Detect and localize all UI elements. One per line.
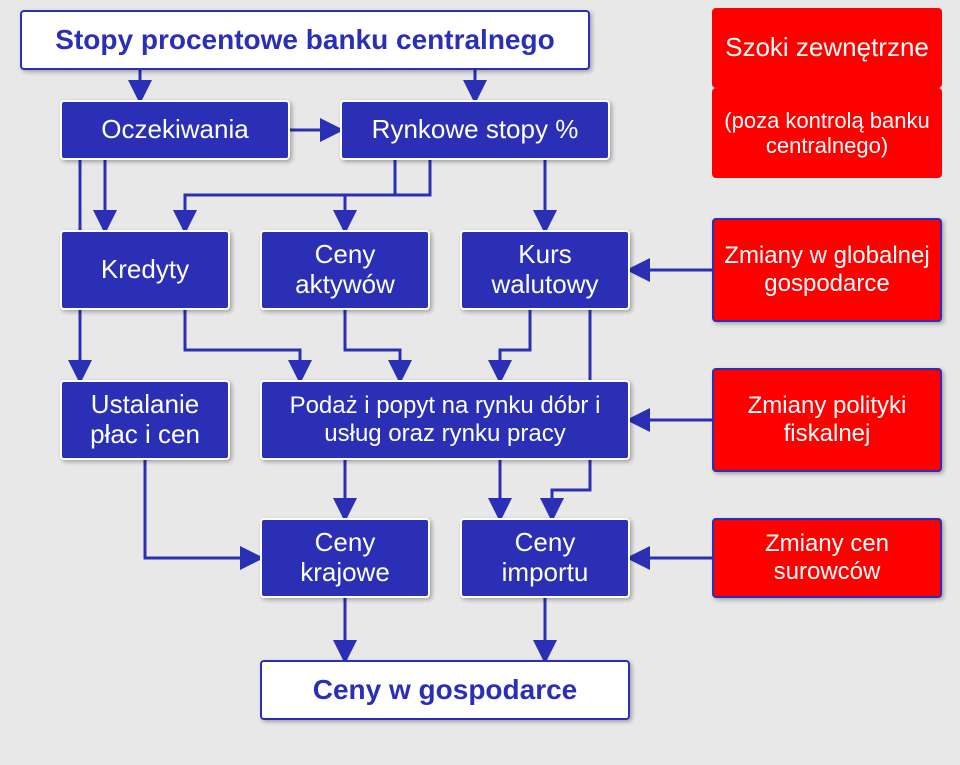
node-krajowe: Ceny krajowe [260, 518, 430, 598]
node-aktywow: Ceny aktywów [260, 230, 430, 310]
edge-ustalanie-krajowe [145, 460, 260, 558]
node-fiskalnej: Zmiany polityki fiskalnej [712, 368, 942, 472]
node-kurs: Kurs walutowy [460, 230, 630, 310]
edge-rynkowe-kredyty [185, 160, 395, 230]
node-globalnej: Zmiany w globalnej gospodarce [712, 218, 942, 322]
node-surowcow: Zmiany cen surowców [712, 518, 942, 598]
edge-kurs-podaz [500, 310, 530, 380]
node-podaz: Podaż i popyt na rynku dóbr i usług oraz… [260, 380, 630, 460]
node-ustalanie: Ustalanie płac i cen [60, 380, 230, 460]
node-gospodarce: Ceny w gospodarce [260, 660, 630, 720]
node-oczek: Oczekiwania [60, 100, 290, 160]
edge-kredyty-podaz [185, 310, 300, 380]
node-szoki-sub: (poza kontrolą banku centralnego) [712, 88, 942, 178]
edge-rynkowe-aktywow [345, 160, 430, 230]
node-kredyty: Kredyty [60, 230, 230, 310]
node-stopy: Stopy procentowe banku centralnego [20, 10, 590, 70]
node-szoki: Szoki zewnętrzne [712, 8, 942, 88]
edge-aktywow-podaz [345, 310, 400, 380]
node-rynkowe: Rynkowe stopy % [340, 100, 610, 160]
node-importu: Ceny importu [460, 518, 630, 598]
